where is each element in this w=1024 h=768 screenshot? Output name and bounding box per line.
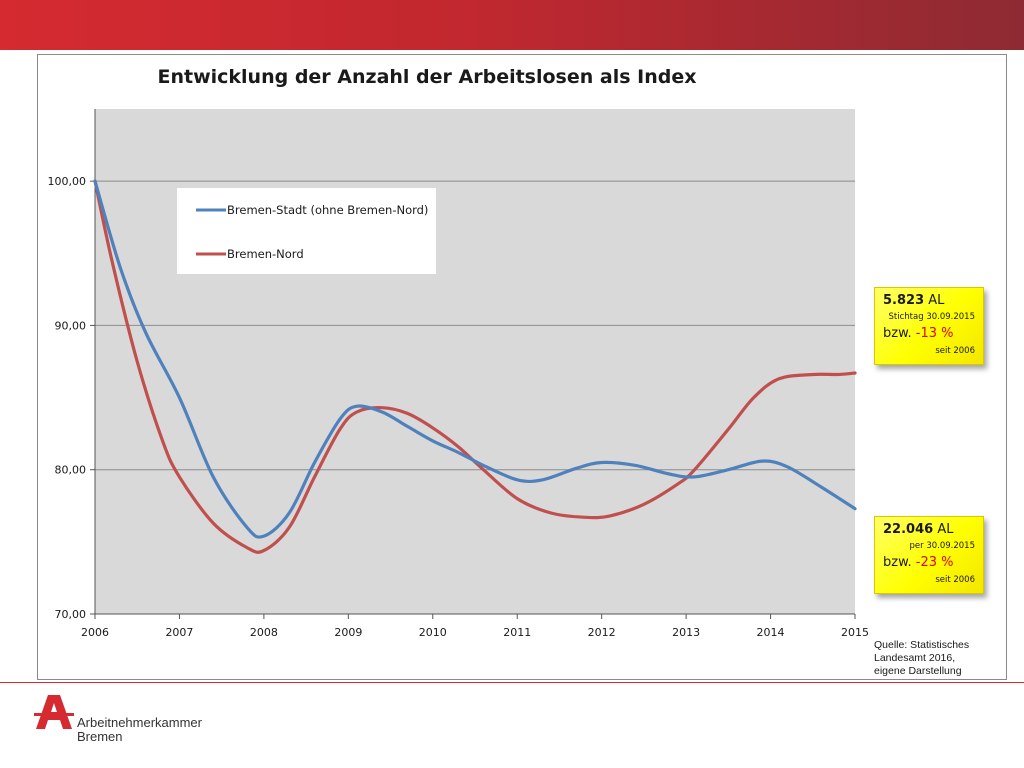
legend-label-nord: Bremen-Nord [227,247,304,261]
legend: Bremen-Stadt (ohne Bremen-Nord) Bremen-N… [177,188,436,274]
callout-stadt-change: bzw. -23 % [883,555,954,570]
source-line-3: eigene Darstellung [874,665,962,677]
source-note: Quelle: Statistisches Landesamt 2016, ei… [874,639,1004,678]
plot-area [95,109,855,614]
top-banner [0,0,1024,50]
x-tick-label: 2009 [334,626,362,639]
source-line-2: Landesamt 2016, [874,652,956,664]
x-tick-label: 2008 [250,626,278,639]
x-tick-label: 2015 [841,626,869,639]
x-tick-label: 2014 [757,626,785,639]
y-tick-label: 90,00 [55,319,87,332]
callout-nord-change: bzw. -13 % [883,326,954,341]
axes: 70,00 80,00 90,00 100,00 2006 2007 2008 2009 201… [48,109,869,639]
series-lines [93,179,857,554]
callout-bremen-stadt: 22.046 AL per 30.09.2015 bzw. -23 % seit… [874,516,984,594]
legend-label-stadt: Bremen-Stadt (ohne Bremen-Nord) [227,203,428,217]
arbeitnehmerkammer-logo-icon [34,695,74,729]
callout-nord-value: 5.823 AL [883,293,945,308]
callout-stadt-since: seit 2006 [935,575,975,585]
logo-line-1: Arbeitnehmerkammer [77,715,202,730]
x-tick-label: 2006 [81,626,109,639]
callout-nord-date: Stichtag 30.09.2015 [888,312,975,322]
footer-divider [0,682,1024,683]
series-line-bremen-nord [93,179,857,554]
chart-title: Entwicklung der Anzahl der Arbeitslosen … [157,66,697,88]
y-tick-label: 100,00 [48,175,87,188]
logo-text: Arbeitnehmerkammer Bremen [77,716,202,744]
source-line-1: Quelle: Statistisches [874,639,970,651]
logo-line-2: Bremen [77,729,123,744]
y-tick-label: 80,00 [55,464,87,477]
x-tick-label: 2013 [672,626,700,639]
callout-stadt-date: per 30.09.2015 [909,541,976,551]
series-line-bremen-stadt [93,179,857,539]
x-tick-label: 2007 [165,626,193,639]
callout-bremen-nord: 5.823 AL Stichtag 30.09.2015 bzw. -13 % … [874,287,984,365]
legend-box [177,188,436,274]
x-tick-label: 2010 [419,626,447,639]
x-tick-label: 2011 [503,626,531,639]
callout-stadt-value: 22.046 AL [883,522,954,537]
x-tick-label: 2012 [588,626,616,639]
callout-nord-since: seit 2006 [935,346,975,356]
y-tick-label: 70,00 [55,608,87,621]
